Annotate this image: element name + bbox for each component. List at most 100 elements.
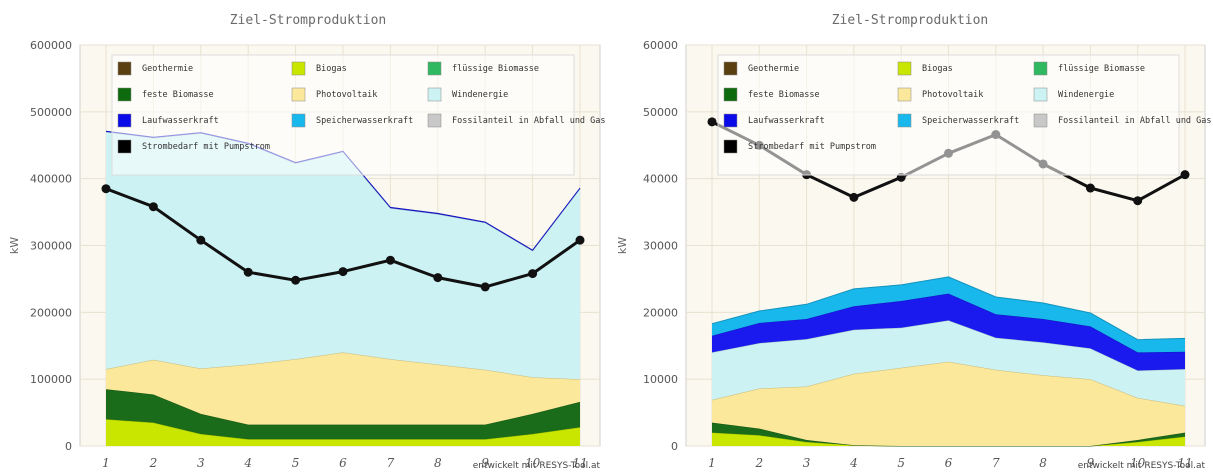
- legend-swatch: [897, 87, 912, 102]
- legend-label: flüssige Biomasse: [1058, 64, 1145, 74]
- legend-label: Strombedarf mit Pumpstrom: [142, 142, 270, 152]
- stacked-areas: [105, 130, 581, 446]
- x-tick-label: 9: [1087, 456, 1095, 470]
- legend-swatch: [1033, 61, 1048, 76]
- y-axis-label: kW: [616, 237, 629, 254]
- legend-swatch: [723, 87, 738, 102]
- legend-label: Strombedarf mit Pumpstrom: [748, 142, 876, 152]
- legend: Geothermie Biogas flüssige Biomasse feste B…: [717, 54, 1212, 176]
- demand-point: [480, 282, 490, 292]
- legend-swatch: [291, 87, 306, 102]
- legend-swatch: [1033, 113, 1048, 128]
- demand-point: [849, 192, 859, 202]
- demand-point: [291, 275, 301, 285]
- stacked-areas: [711, 276, 1186, 447]
- legend-label: flüssige Biomasse: [452, 64, 539, 74]
- x-tick-label: 1: [102, 456, 110, 470]
- x-tick-label: 6: [339, 456, 347, 470]
- legend-swatch: [723, 61, 738, 76]
- legend-swatch: [897, 61, 912, 76]
- legend-box: [717, 54, 1180, 176]
- legend: Geothermie Biogas flüssige Biomasse feste B…: [111, 54, 606, 176]
- chart-1: Ziel-Stromproduktion 0 100000 200000 300000 4…: [8, 13, 606, 471]
- demand-point: [1085, 183, 1095, 193]
- area-photovoltaik: [712, 361, 1185, 446]
- x-tick-label: 8: [434, 456, 442, 470]
- demand-point: [528, 269, 538, 279]
- chart-title: Ziel-Stromproduktion: [832, 13, 989, 28]
- legend-swatch: [117, 61, 132, 76]
- x-tick-label: 2: [149, 456, 158, 470]
- demand-point: [243, 267, 253, 277]
- legend-swatch: [897, 113, 912, 128]
- y-tick-label: 0: [65, 440, 72, 453]
- y-tick-label: 600000: [30, 39, 72, 52]
- legend-label: Biogas: [922, 64, 953, 74]
- x-tick-label: 4: [849, 456, 858, 470]
- legend-label: Geothermie: [748, 64, 799, 74]
- demand-point: [338, 267, 348, 277]
- y-tick-label: 30000: [643, 240, 678, 253]
- legend-label: Geothermie: [142, 64, 193, 74]
- area-feste-biomasse: [106, 389, 580, 440]
- demand-point: [385, 255, 395, 265]
- legend-label: Windenergie: [1058, 90, 1114, 100]
- legend-swatch: [117, 139, 132, 154]
- x-tick-label: 11: [1177, 456, 1192, 470]
- x-tick-label: 10: [525, 456, 541, 470]
- legend-swatch: [723, 113, 738, 128]
- legend-label: Windenergie: [452, 90, 508, 100]
- y-tick-label: 20000: [643, 306, 678, 319]
- x-tick-label: 8: [1039, 456, 1047, 470]
- legend-label: Fossilanteil in Abfall und Gas: [1058, 116, 1212, 126]
- legend-label: Speicherwasserkraft: [316, 116, 413, 126]
- area-photovoltaik: [106, 352, 580, 425]
- x-tick-label: 5: [897, 456, 905, 470]
- legend-swatch: [117, 87, 132, 102]
- legend-label: Fossilanteil in Abfall und Gas: [452, 116, 606, 126]
- x-tick-label: 9: [481, 456, 489, 470]
- demand-point: [433, 273, 443, 283]
- legend-swatch: [723, 139, 738, 154]
- chart-2: Ziel-Stromproduktion 0 10000 20000 30000 4000…: [616, 13, 1212, 471]
- demand-point: [1180, 170, 1190, 180]
- demand-point: [707, 117, 717, 127]
- demand-point: [101, 184, 111, 194]
- y-tick-label: 200000: [30, 306, 72, 319]
- legend-label: Biogas: [316, 64, 347, 74]
- area-windenergie: [712, 320, 1185, 406]
- demand-point: [1133, 196, 1143, 206]
- y-tick-label: 40000: [643, 173, 678, 186]
- credit-label: entwickelt mit RESYS-Tool.at: [1078, 461, 1206, 471]
- x-tick-label: 3: [803, 456, 811, 470]
- area-edge: [711, 276, 1186, 341]
- y-tick-label: 400000: [30, 173, 72, 186]
- x-tick-label: 6: [945, 456, 953, 470]
- y-tick-label: 500000: [30, 106, 72, 119]
- x-tick-label: 11: [572, 456, 587, 470]
- y-tick-label: 300000: [30, 240, 72, 253]
- demand-point: [148, 202, 158, 212]
- demand-point: [196, 235, 206, 245]
- x-tick-label: 2: [754, 456, 763, 470]
- legend-swatch: [427, 87, 442, 102]
- area-biogas: [712, 432, 1185, 446]
- legend-label: feste Biomasse: [142, 90, 214, 100]
- y-tick-label: 60000: [643, 39, 678, 52]
- demand-point: [575, 235, 585, 245]
- legend-label: Laufwasserkraft: [142, 116, 219, 126]
- x-tick-label: 10: [1130, 456, 1146, 470]
- y-axis-label: kW: [8, 237, 21, 254]
- x-tick-label: 1: [708, 456, 716, 470]
- legend-label: Photovoltaik: [922, 90, 983, 100]
- x-tick-label: 3: [197, 456, 205, 470]
- area-windenergie: [106, 131, 580, 380]
- chart-title: Ziel-Stromproduktion: [230, 13, 387, 28]
- legend-swatch: [117, 113, 132, 128]
- x-tick-label: 7: [992, 456, 1000, 470]
- credit-label: entwickelt mit RESYS-Tool.at: [473, 461, 601, 471]
- area-speicherwasserkraft: [712, 276, 1185, 353]
- legend-label: feste Biomasse: [748, 90, 820, 100]
- y-tick-label: 50000: [643, 106, 678, 119]
